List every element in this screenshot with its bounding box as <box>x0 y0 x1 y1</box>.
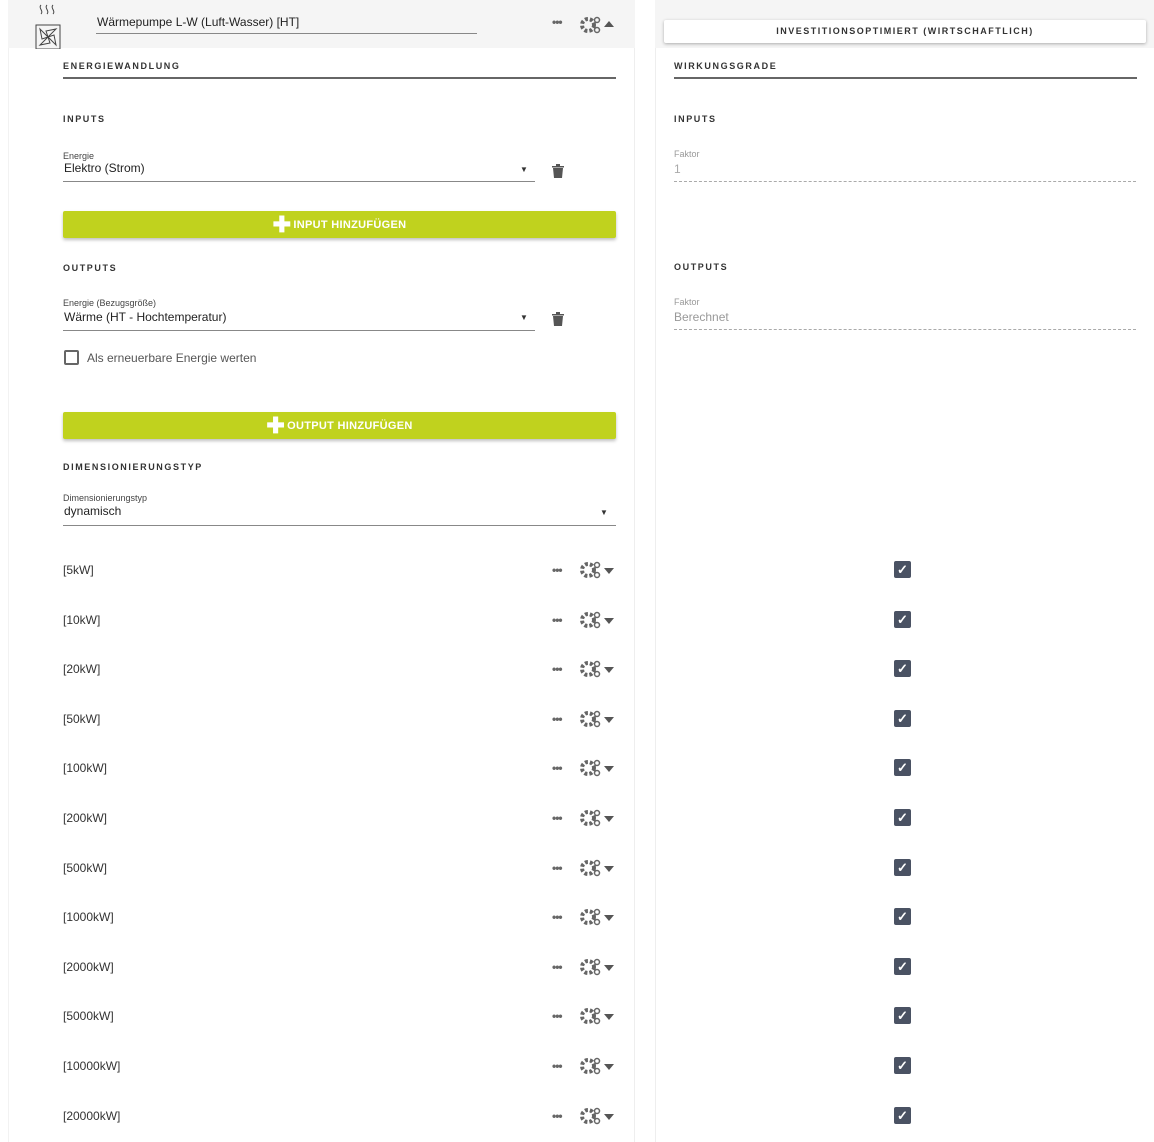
more-icon[interactable]: ••• <box>552 612 563 627</box>
more-icon[interactable]: ••• <box>552 1108 563 1123</box>
trash-icon[interactable] <box>552 164 564 178</box>
section-energiewandlung: ENERGIEWANDLUNG <box>63 61 181 71</box>
right-panel <box>655 0 1154 1142</box>
output-factor-field[interactable]: Berechnet <box>674 310 729 324</box>
gears-icon[interactable] <box>579 15 615 35</box>
renewable-checkbox[interactable] <box>64 350 79 365</box>
select-underline <box>63 330 535 331</box>
size-enabled-checkbox[interactable]: ✓ <box>894 858 911 876</box>
output-factor-label: Faktor <box>674 297 700 307</box>
size-enabled-checkbox[interactable]: ✓ <box>894 1007 911 1025</box>
size-enabled-checkbox[interactable]: ✓ <box>894 759 911 777</box>
heat-pump-icon <box>35 4 61 49</box>
divider <box>674 77 1137 79</box>
gears-icon[interactable] <box>579 957 615 977</box>
left-panel <box>8 0 635 1142</box>
size-enabled-checkbox[interactable]: ✓ <box>894 610 911 628</box>
dimension-label: Dimensionierungstyp <box>63 493 148 503</box>
dropdown-caret-icon[interactable]: ▼ <box>600 508 608 517</box>
size-row-label: [20000kW] <box>63 1108 121 1123</box>
more-icon[interactable]: ••• <box>552 811 563 825</box>
title-underline <box>96 33 477 34</box>
output-energy-select[interactable]: Wärme (HT - Hochtemperatur) <box>64 310 227 324</box>
more-icon[interactable]: ••• <box>552 15 563 29</box>
gears-icon[interactable] <box>579 808 615 828</box>
size-row-label: [500kW] <box>63 860 108 875</box>
gears-icon[interactable] <box>579 907 615 927</box>
more-icon[interactable]: ••• <box>552 662 563 677</box>
field-underline <box>674 329 1136 330</box>
size-enabled-checkbox[interactable]: ✓ <box>894 660 911 678</box>
size-row-label: [20kW] <box>63 662 101 677</box>
size-enabled-checkbox[interactable]: ✓ <box>894 1057 911 1074</box>
dimension-heading: DIMENSIONIERUNGSTYP <box>63 462 203 472</box>
size-row-label: [10kW] <box>63 612 101 627</box>
component-title[interactable]: Wärmepumpe L-W (Luft-Wasser) [HT] <box>97 15 300 29</box>
output-energy-label: Energie (Bezugsgröße) <box>63 298 157 308</box>
gears-icon[interactable] <box>579 758 615 778</box>
size-enabled-checkbox[interactable]: ✓ <box>894 908 911 926</box>
dropdown-caret-icon[interactable]: ▼ <box>520 165 528 174</box>
more-icon[interactable]: ••• <box>552 563 563 577</box>
size-row-label: [5000kW] <box>63 1009 114 1024</box>
gears-icon[interactable] <box>579 1106 615 1126</box>
size-row-label: [5kW] <box>63 563 94 577</box>
size-row-label: [2000kW] <box>63 959 114 974</box>
select-underline <box>63 525 616 526</box>
inputs-heading: INPUTS <box>674 114 717 124</box>
header-bar <box>8 0 635 48</box>
size-enabled-checkbox[interactable]: ✓ <box>894 561 911 578</box>
gears-icon[interactable] <box>579 610 615 630</box>
section-wirkungsgrade: WIRKUNGSGRADE <box>674 61 778 71</box>
mode-button[interactable]: INVESTITIONSOPTIMIERT (WIRTSCHAFTLICH) <box>664 20 1146 43</box>
gears-icon[interactable] <box>579 1056 615 1076</box>
trash-icon[interactable] <box>552 312 564 326</box>
size-row-label: [100kW] <box>63 761 108 776</box>
size-enabled-checkbox[interactable]: ✓ <box>894 709 911 727</box>
renewable-label: Als erneuerbare Energie werten <box>87 351 257 365</box>
add-output-label: OUTPUT HINZUFÜGEN <box>287 420 413 432</box>
dropdown-caret-icon[interactable]: ▼ <box>520 313 528 322</box>
gears-icon[interactable] <box>579 709 615 729</box>
add-input-button[interactable]: ✚ INPUT HINZUFÜGEN <box>63 211 616 238</box>
gears-icon[interactable] <box>579 858 615 878</box>
gears-icon[interactable] <box>579 659 615 679</box>
plus-icon: ✚ <box>272 212 292 237</box>
more-icon[interactable]: ••• <box>552 711 563 726</box>
size-enabled-checkbox[interactable]: ✓ <box>894 1106 911 1124</box>
more-icon[interactable]: ••• <box>552 910 563 925</box>
size-row-label: [200kW] <box>63 811 108 825</box>
add-output-button[interactable]: ✚ OUTPUT HINZUFÜGEN <box>63 412 616 439</box>
select-underline <box>63 181 535 182</box>
input-factor-label: Faktor <box>674 149 700 159</box>
gears-icon[interactable] <box>579 1006 615 1026</box>
input-energy-label: Energie <box>63 151 95 161</box>
more-icon[interactable]: ••• <box>552 1059 563 1073</box>
outputs-heading: OUTPUTS <box>674 262 729 272</box>
size-row-label: [50kW] <box>63 711 101 726</box>
divider <box>63 77 616 79</box>
add-input-label: INPUT HINZUFÜGEN <box>293 219 407 231</box>
more-icon[interactable]: ••• <box>552 860 563 875</box>
input-factor-field[interactable]: 1 <box>674 162 681 176</box>
input-energy-select[interactable]: Elektro (Strom) <box>64 161 145 175</box>
outputs-heading: OUTPUTS <box>63 263 118 273</box>
size-enabled-checkbox[interactable]: ✓ <box>894 809 911 826</box>
dimension-select[interactable]: dynamisch <box>64 504 122 518</box>
size-row-label: [10000kW] <box>63 1059 121 1073</box>
inputs-heading: INPUTS <box>63 114 106 124</box>
field-underline <box>674 181 1136 182</box>
plus-icon: ✚ <box>266 413 286 438</box>
size-row-label: [1000kW] <box>63 910 114 925</box>
gears-icon[interactable] <box>579 560 615 580</box>
more-icon[interactable]: ••• <box>552 1009 563 1024</box>
more-icon[interactable]: ••• <box>552 959 563 974</box>
size-enabled-checkbox[interactable]: ✓ <box>894 957 911 975</box>
more-icon[interactable]: ••• <box>552 761 563 776</box>
